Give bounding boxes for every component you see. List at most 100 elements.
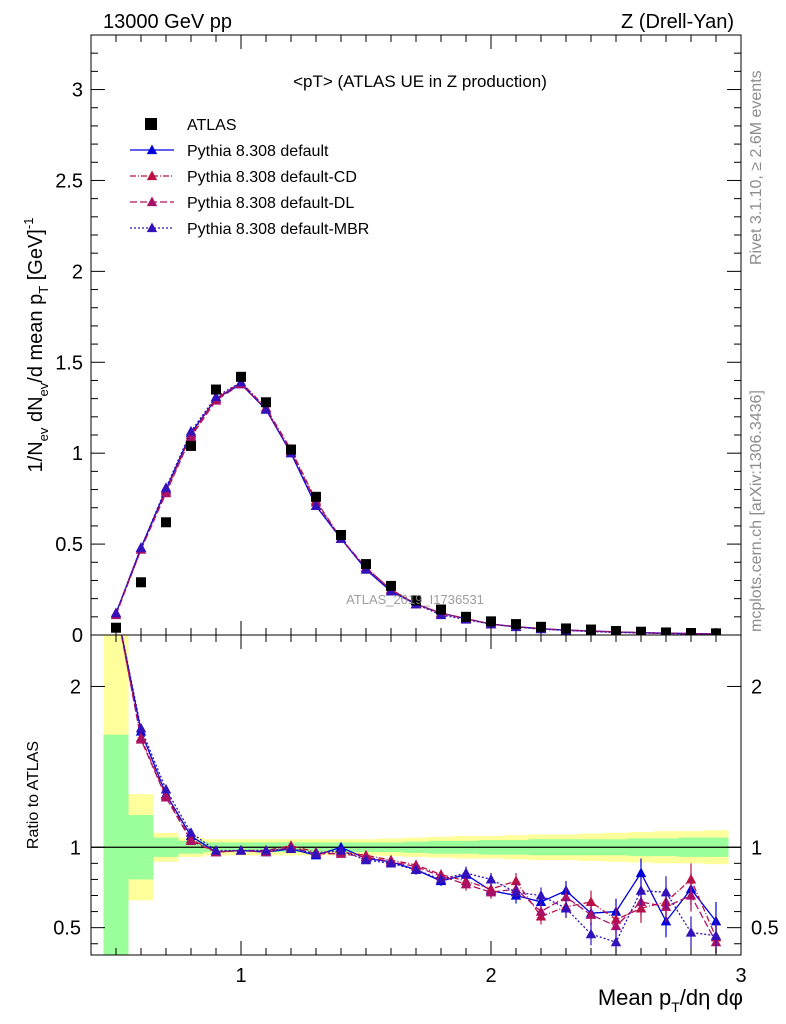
ratio-marker [610, 920, 622, 931]
ratio-marker [585, 928, 597, 939]
mcplots-label: mcplots.cern.ch [arXiv:1306.3436] [748, 390, 765, 632]
ratio-marker [485, 873, 497, 884]
data-point [236, 371, 246, 382]
series-marker [160, 487, 172, 498]
ratio-marker [685, 873, 697, 884]
data-point [311, 491, 321, 502]
data-point [461, 611, 471, 622]
data-point [286, 444, 296, 455]
x-axis-label: Mean pT/dη dφ [598, 985, 743, 1015]
ratio-marker [160, 783, 172, 794]
ratio-marker [710, 930, 722, 940]
chart-title: <pT> (ATLAS UE in Z production) [293, 72, 547, 91]
legend-label: Pythia 8.308 default-CD [187, 169, 357, 186]
ratio-marker [560, 902, 572, 913]
ratio-marker [460, 878, 472, 889]
ratio-y-tick-label-right: 2 [751, 676, 762, 698]
ratio-y-tick-label: 1 [70, 837, 81, 859]
ratio-frame [90, 634, 742, 956]
ratio-marker [510, 886, 522, 897]
ratio-marker [585, 896, 597, 907]
data-point [361, 559, 371, 570]
y-tick-label: 1 [72, 443, 83, 465]
ratio-y-tick-label-right: 1 [751, 837, 762, 859]
header-right: Z (Drell-Yan) [621, 11, 734, 33]
y-tick-label: 0 [72, 625, 83, 647]
ratio-marker [135, 722, 147, 733]
legend-label: Pythia 8.308 default [187, 143, 329, 160]
legend-label: Pythia 8.308 default-DL [187, 195, 354, 212]
ratio-marker [535, 906, 547, 916]
ratio-marker [185, 835, 197, 845]
series-marker [135, 542, 147, 552]
data-point [436, 604, 446, 615]
ratio-marker [460, 867, 472, 878]
legend-marker [146, 170, 158, 181]
ratio-marker [685, 926, 697, 937]
ratio-y-axis-label: Ratio to ATLAS [25, 741, 42, 849]
series-marker [210, 391, 222, 401]
legend-marker [145, 118, 157, 130]
ratio-marker [335, 844, 347, 855]
legend-marker [146, 144, 158, 155]
ratio-marker [685, 890, 697, 900]
data-point [261, 397, 271, 408]
y-tick-label: 0.5 [55, 534, 83, 556]
data-point [411, 595, 421, 606]
data-point [111, 622, 121, 633]
data-point [511, 619, 521, 630]
y-tick-label: 2 [72, 261, 83, 283]
series-marker [185, 425, 197, 436]
ratio-marker [385, 857, 397, 868]
data-point [336, 530, 346, 540]
ratio-marker [185, 827, 197, 837]
ratio-marker [610, 936, 622, 947]
ratio-marker [360, 854, 372, 865]
legend-label: ATLAS [187, 117, 237, 134]
ratio-marker [160, 791, 172, 802]
series-marker [160, 482, 172, 492]
ratio-marker [485, 886, 497, 897]
data-point [161, 517, 171, 528]
x-tick-label: 3 [735, 965, 746, 987]
header-left: 13000 GeV pp [103, 11, 232, 33]
ratio-marker [235, 844, 247, 855]
ratio-marker [510, 875, 522, 886]
ratio-line [120, 635, 717, 943]
ratio-line [120, 635, 717, 938]
y-tick-label: 1.5 [55, 352, 83, 374]
ratio-y-tick-label-right: 0.5 [751, 918, 779, 940]
ratio-panel: 1 2 3 0.5 0.5 1 1 2 2 [53, 634, 779, 987]
ratio-y-tick-label: 0.5 [53, 918, 81, 940]
y-tick-label: 2.5 [55, 170, 83, 192]
legend-label: Pythia 8.308 default-MBR [187, 221, 369, 238]
stat-uncertainty-band [103, 734, 129, 955]
legend-marker [146, 196, 158, 207]
ratio-marker [635, 885, 647, 895]
ratio-marker [660, 886, 672, 897]
ratio-marker [135, 734, 147, 744]
x-tick-label: 1 [235, 965, 246, 987]
ratio-marker [560, 891, 572, 902]
data-point [211, 384, 221, 395]
ratio-marker [285, 843, 297, 853]
series-marker [310, 500, 322, 511]
data-point [136, 577, 146, 588]
ratio-marker [310, 848, 322, 858]
y-tick-label: 3 [72, 80, 83, 102]
y-axis-label: 1/Nev dNev/d mean pT [GeV]-1 [21, 218, 51, 473]
series-marker [110, 607, 122, 618]
legend-marker [146, 222, 158, 233]
main-panel: 0 0.5 1 1.5 2 2.5 3 <pT> (ATLAS UE in Z produc… [55, 34, 742, 647]
ratio-marker [585, 909, 597, 919]
ratio-line [121, 635, 717, 943]
ratio-marker [435, 873, 447, 884]
watermark: ATLAS_2019_I1736531 [346, 592, 484, 607]
ratio-y-tick-label: 2 [70, 676, 81, 698]
data-point [386, 580, 396, 591]
ratio-marker [210, 844, 222, 855]
ratio-marker [535, 890, 547, 900]
ratio-marker [635, 867, 647, 878]
data-point [186, 440, 196, 451]
